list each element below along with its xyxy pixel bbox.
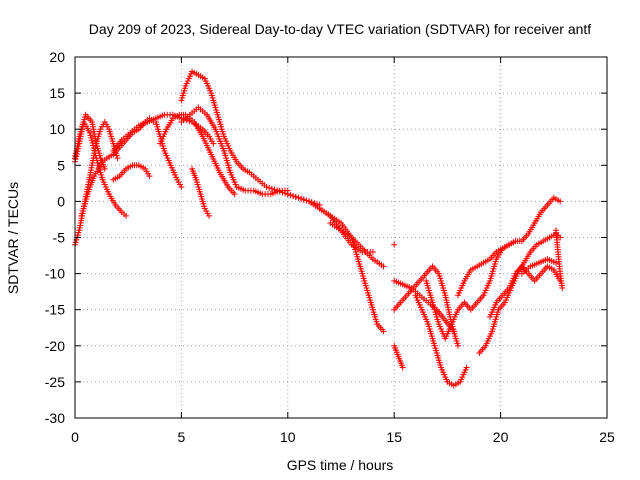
y-tick-label: -30 (45, 410, 65, 426)
series-arc-11 (189, 165, 213, 219)
data-point (86, 129, 93, 136)
series-arc-6 (110, 111, 217, 154)
y-axis-label: SDTVAR / TECUs (5, 182, 21, 294)
y-tick-label: -15 (45, 302, 65, 318)
x-tick-label: 20 (493, 429, 509, 445)
y-tick-label: -10 (45, 266, 65, 282)
x-tick-label: 15 (386, 429, 402, 445)
y-tick-label: -20 (45, 338, 65, 354)
series-arc-19 (412, 292, 470, 389)
series-arc-14 (327, 220, 376, 255)
x-tick-label: 5 (178, 429, 186, 445)
series-arc-25 (552, 227, 566, 292)
data-point (89, 139, 96, 146)
data-points (72, 68, 566, 389)
x-tick-label: 0 (71, 429, 79, 445)
data-point (290, 192, 297, 199)
data-point (186, 118, 193, 125)
data-point (380, 328, 387, 335)
chart-title: Day 209 of 2023, Sidereal Day-to-day VTE… (89, 21, 592, 37)
series-arc-16 (391, 342, 406, 371)
y-tick-label: 20 (49, 49, 65, 65)
data-point (87, 132, 94, 139)
data-point (90, 142, 97, 149)
data-point (88, 137, 95, 144)
series-arc-10 (178, 104, 291, 198)
y-tick-label: -5 (53, 230, 66, 246)
data-point (206, 212, 213, 219)
data-point (88, 134, 95, 141)
data-point (557, 198, 564, 205)
y-tick-label: 10 (49, 121, 65, 137)
data-point (178, 183, 185, 190)
series-arc-4 (78, 115, 157, 219)
data-point (463, 364, 470, 371)
data-point (210, 140, 217, 147)
series-arc-8 (157, 111, 238, 198)
data-point (300, 196, 307, 203)
data-point (287, 192, 294, 199)
series-arc-24 (518, 256, 559, 277)
data-point (266, 184, 273, 191)
data-point (146, 173, 153, 180)
data-point (455, 342, 462, 349)
data-point (123, 212, 130, 219)
data-point (303, 197, 310, 204)
x-tick-label: 25 (599, 429, 615, 445)
data-point (231, 191, 238, 198)
x-tick-label: 10 (280, 429, 296, 445)
data-point (295, 194, 302, 201)
series-arc-3 (72, 111, 108, 172)
data-point (263, 183, 270, 190)
y-tick-label: 15 (49, 85, 65, 101)
data-point (559, 285, 566, 292)
data-point (298, 195, 305, 202)
axis-ticks: 0 5 10 15 20 25 -30 -25 -20 -15 -10 -5 0 5 10 15 20 (45, 49, 615, 445)
series-arc-23 (486, 263, 564, 320)
data-point (292, 193, 299, 200)
data-point (399, 364, 406, 371)
data-point (380, 263, 387, 270)
data-point (552, 259, 559, 266)
data-point (450, 328, 457, 335)
x-axis-label: GPS time / hours (287, 457, 394, 473)
data-point (284, 191, 291, 198)
series-arc-5 (110, 162, 153, 183)
series-arc-21 (455, 194, 564, 299)
y-tick-label: 0 (57, 193, 65, 209)
data-point (369, 248, 376, 255)
data-point (391, 241, 398, 248)
series-arc-15 (391, 241, 398, 248)
data-point (114, 155, 121, 162)
y-tick-label: -25 (45, 374, 65, 390)
data-point (268, 185, 275, 192)
data-point (101, 165, 108, 172)
y-tick-label: 5 (57, 157, 65, 173)
